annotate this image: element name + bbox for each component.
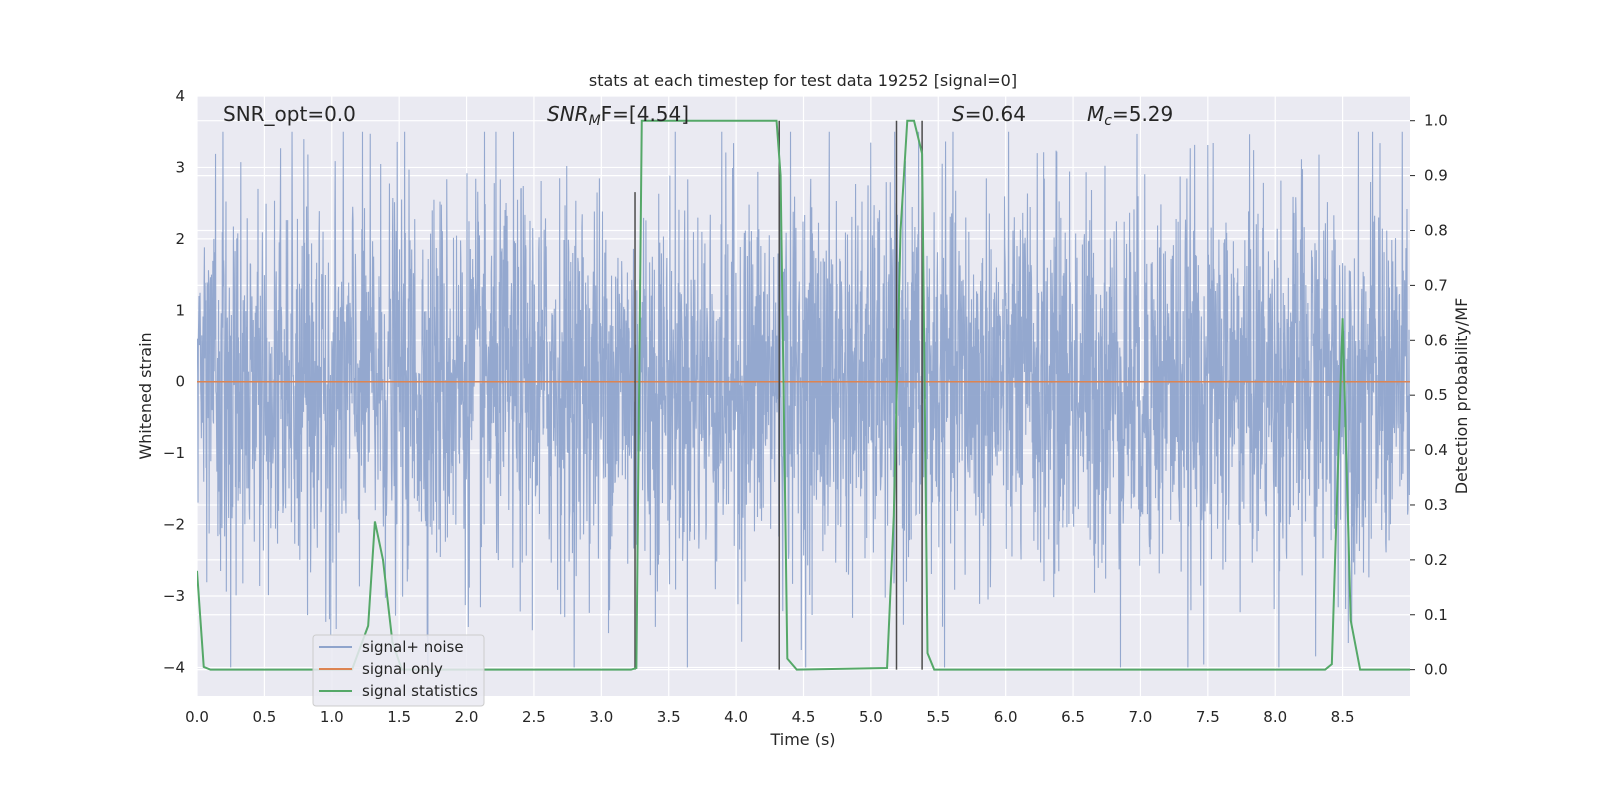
- right-y-tick-label: 0.6: [1424, 331, 1448, 349]
- right-y-tick-label: 0.3: [1424, 496, 1448, 514]
- y-tick-label: 2: [175, 230, 185, 248]
- x-tick-label: 6.0: [994, 708, 1018, 726]
- right-y-tick-label: 0.4: [1424, 441, 1448, 459]
- x-tick-label: 3.5: [657, 708, 681, 726]
- right-y-tick-label: 0.1: [1424, 606, 1448, 624]
- y-tick-label: 4: [175, 87, 185, 105]
- overlay-series: [197, 119, 1410, 671]
- noise-series-line: [197, 131, 1410, 668]
- annotation-s: S=0.64: [952, 102, 1026, 126]
- y-tick-label: −4: [163, 658, 185, 676]
- x-tick-label: 1.5: [387, 708, 411, 726]
- x-tick-label: 5.0: [859, 708, 883, 726]
- legend-label-stats: signal statistics: [362, 682, 478, 700]
- right-y-tick-label: 0.8: [1424, 221, 1448, 239]
- right-y-tick-label: 0.0: [1424, 661, 1448, 679]
- y-tick-label: 1: [175, 301, 185, 319]
- x-tick-label: 4.0: [724, 708, 748, 726]
- x-tick-label: 1.0: [320, 708, 344, 726]
- right-y-tick-label: 0.9: [1424, 167, 1448, 185]
- x-tick-label: 5.5: [926, 708, 950, 726]
- chart-title: stats at each timestep for test data 192…: [589, 71, 1017, 90]
- right-y-tick-labels: 1.0 0.9 0.8 0.7 0.6 0.5 0.4 0.3 0.2 0.1 0.0: [1410, 112, 1448, 679]
- noise-series: [197, 131, 1410, 668]
- x-tick-label: 4.5: [792, 708, 816, 726]
- signal-statistics-line: [197, 119, 1410, 671]
- x-tick-labels: 0.0 0.5 1.0 1.5 2.0 2.5 3.0 3.5 4.0 4.5 5.0 5.5 6.0 6…: [185, 708, 1354, 726]
- y-axis-label: Whitened strain: [136, 332, 155, 459]
- legend-label-signal: signal only: [362, 660, 443, 678]
- annotation-snr-opt: SNR_opt=0.0: [223, 102, 356, 126]
- x-tick-label: 2.5: [522, 708, 546, 726]
- annotation-snr-mf: SNRMF=[4.54]: [547, 102, 689, 129]
- y-tick-label: 3: [175, 158, 185, 176]
- x-tick-label: 6.5: [1061, 708, 1085, 726]
- x-tick-label: 8.0: [1263, 708, 1287, 726]
- legend: signal+ noise signal only signal statist…: [312, 634, 485, 707]
- right-y-tick-label: 0.7: [1424, 276, 1448, 294]
- x-tick-label: 8.5: [1331, 708, 1355, 726]
- x-tick-label: 0.0: [185, 708, 209, 726]
- y-tick-label: −2: [163, 516, 185, 534]
- legend-box: [312, 634, 485, 707]
- y-tick-label: −1: [163, 444, 185, 462]
- annotation-mc: Mc=5.29: [1087, 102, 1173, 129]
- x-tick-label: 3.0: [589, 708, 613, 726]
- right-y-axis-label: Detection probability/MF: [1452, 298, 1471, 495]
- x-tick-label: 7.0: [1129, 708, 1153, 726]
- x-tick-label: 2.0: [455, 708, 479, 726]
- y-tick-label: 0: [175, 373, 185, 391]
- x-tick-label: 0.5: [252, 708, 276, 726]
- legend-label-noise: signal+ noise: [362, 638, 464, 656]
- x-axis-label: Time (s): [769, 730, 835, 749]
- right-y-tick-label: 0.2: [1424, 551, 1448, 569]
- x-tick-label: 7.5: [1196, 708, 1220, 726]
- y-tick-label: −3: [163, 587, 185, 605]
- right-y-tick-label: 0.5: [1424, 386, 1448, 404]
- y-tick-labels: 4 3 2 1 0 −1 −2 −3 −4: [163, 87, 185, 676]
- right-y-tick-label: 1.0: [1424, 112, 1448, 130]
